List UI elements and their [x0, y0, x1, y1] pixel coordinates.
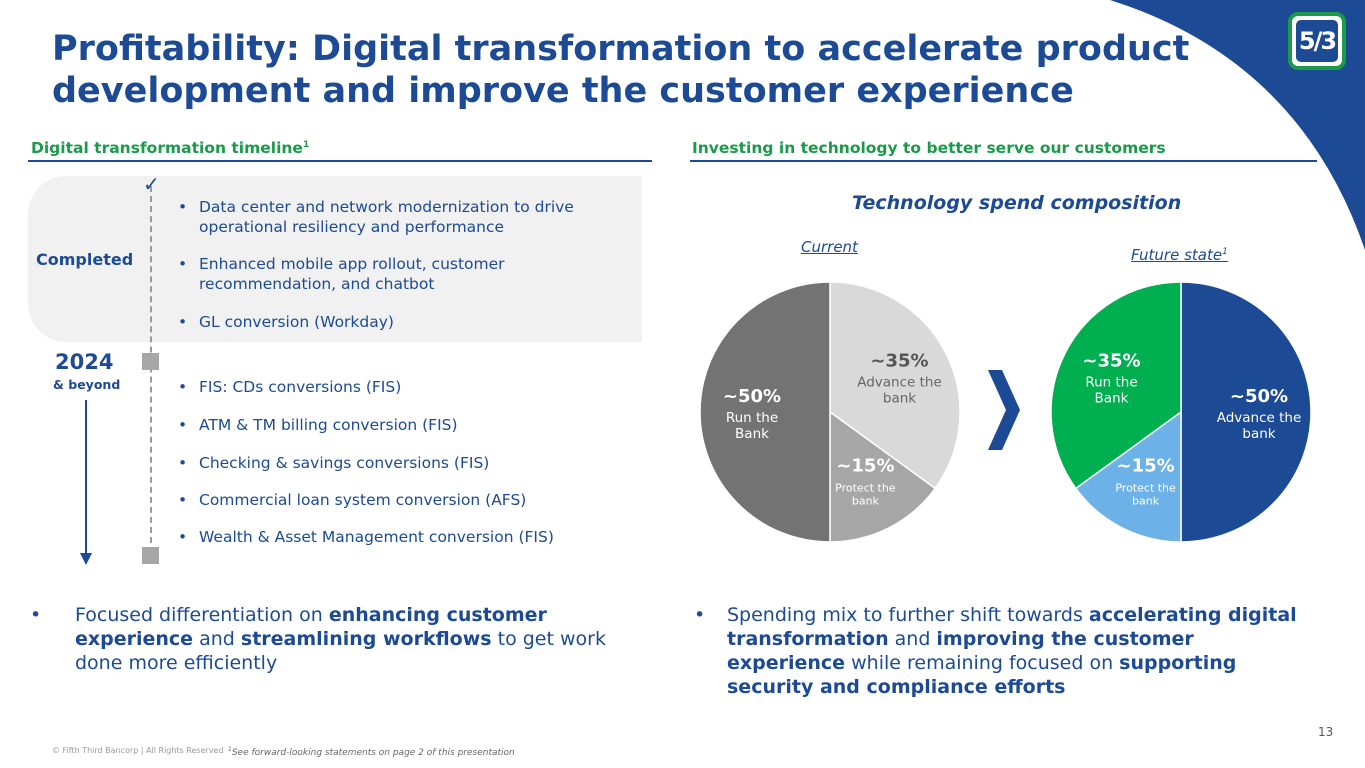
footer-copyright: © Fifth Third Bancorp | All Rights Reser… [52, 746, 224, 755]
pie-slice [1074, 410, 1182, 543]
page-title: Profitability: Digital transformation to… [52, 29, 1190, 111]
slice-name-label: Bank [1095, 391, 1129, 407]
current-pie-label: Current [801, 238, 858, 256]
slice-percent-label: ~15% [836, 455, 894, 476]
pie-slice [1180, 281, 1312, 543]
right-summary-part: and [888, 628, 937, 650]
slice-name-label: Protect the [1115, 481, 1176, 494]
slice-name-label: bank [883, 391, 916, 407]
left-summary-part: Focused differentiation on [75, 604, 329, 626]
list-item: • Checking & savings conversions (FIS) [178, 454, 490, 472]
slice-percent-label: ~15% [1117, 455, 1175, 476]
pie-slice [829, 410, 937, 543]
timeline-end-marker [142, 547, 159, 564]
slice-name-label: Bank [735, 426, 769, 442]
right-summary-part: improving the customer experience [727, 628, 1194, 674]
list-item: • Wealth & Asset Management conversion (F… [178, 528, 554, 546]
list-item: • ATM & TM billing conversion (FIS) [178, 416, 458, 434]
page-number: 13 [1318, 725, 1334, 739]
slice-name-label: bank [1242, 426, 1275, 442]
slice-percent-label: ~35% [870, 351, 928, 372]
left-summary-part: streamlining workflows [240, 628, 492, 650]
right-summary-part: while remaining focused on [845, 652, 1120, 674]
future-pie-label: Future state1 [1131, 246, 1228, 264]
list-item: • Commercial loan system conversion (AFS) [178, 491, 527, 509]
slice-name-label: Advance the [1217, 410, 1302, 426]
slice-name-label: bank [1132, 494, 1160, 507]
left-summary: • Focused differentiation on enhancing c… [30, 603, 630, 675]
pie-slice [699, 281, 831, 543]
timeline-marker [142, 353, 159, 370]
list-item: • FIS: CDs conversions (FIS) [178, 378, 402, 396]
slice-name-label: bank [852, 494, 880, 507]
left-summary-part: enhancing customer experience [75, 604, 547, 650]
investing-heading: Investing in technology to better serve … [692, 139, 1166, 157]
slice-percent-label: ~50% [1230, 386, 1288, 407]
slice-percent-label: ~35% [1082, 351, 1140, 372]
right-summary-text: Spending mix to further shift towards ac… [694, 603, 1314, 699]
fifth-third-logo: 5/3 [1288, 12, 1346, 70]
slice-name-label: Protect the [835, 481, 896, 494]
slice-name-label: Advance the [857, 375, 942, 391]
list-item: • Enhanced mobile app rollout, customer r… [178, 255, 505, 293]
investing-heading-rule [690, 160, 1317, 162]
timeline-arrow-line [85, 400, 87, 555]
right-summary: • Spending mix to further shift towards … [694, 603, 1314, 699]
chart-title: Technology spend composition [852, 192, 1182, 214]
slice-name-label: Run the [726, 410, 778, 426]
right-summary-part: supporting security and compliance effor… [727, 652, 1237, 698]
completed-panel [28, 176, 642, 342]
timeline-heading: Digital transformation timeline1 [31, 139, 310, 157]
timeline-heading-rule [28, 160, 652, 162]
year-sublabel: & beyond [53, 377, 121, 392]
pie-slice [1050, 281, 1182, 490]
left-summary-part: to get work done more efficiently [75, 628, 606, 674]
checkmark-icon: ✓ [143, 172, 160, 196]
right-summary-part: accelerating digital transformation [727, 604, 1297, 650]
logo-mark: 5/3 [1296, 20, 1338, 62]
pie-slice [829, 281, 961, 490]
list-item: • Data center and network modernization t… [178, 198, 574, 236]
timeline-arrow-head-icon [80, 553, 92, 565]
left-summary-part: and [193, 628, 241, 650]
footer-note: 1See forward-looking statements on page … [228, 746, 515, 758]
right-summary-part: Spending mix to further shift towards [727, 604, 1089, 626]
chevron-right-icon [988, 370, 1020, 450]
left-summary-text: Focused differentiation on enhancing cus… [30, 603, 630, 675]
list-item: • GL conversion (Workday) [178, 313, 394, 331]
year-label: 2024 [55, 350, 114, 374]
slice-name-label: Run the [1085, 375, 1137, 391]
completed-label: Completed [36, 250, 134, 269]
slice-percent-label: ~50% [723, 386, 781, 407]
